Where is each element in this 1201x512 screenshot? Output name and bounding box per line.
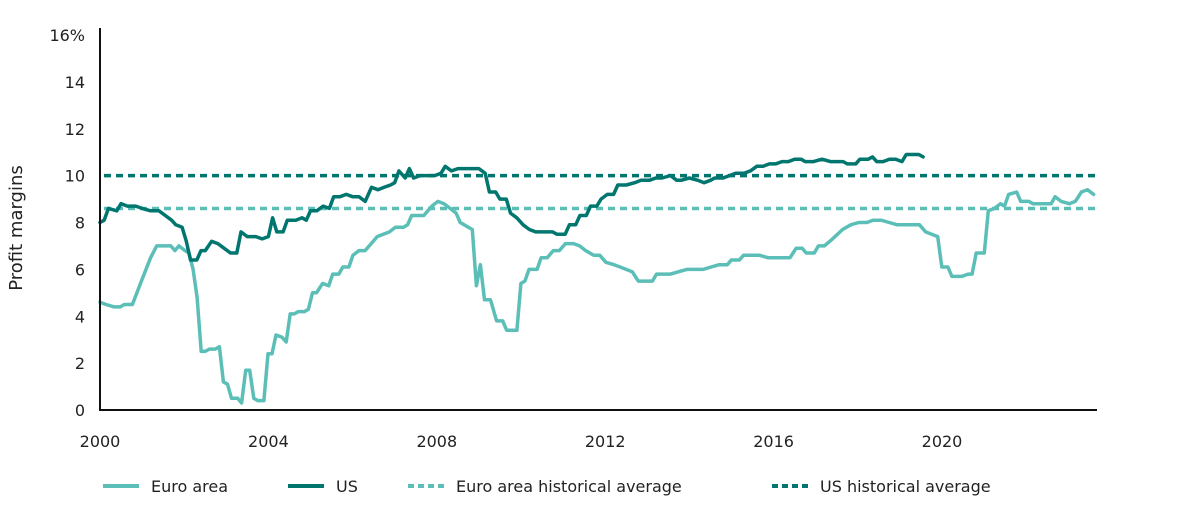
x-tick-label: 2020 xyxy=(922,432,963,451)
y-tick-label: 16% xyxy=(49,26,85,45)
legend-label: Euro area xyxy=(151,477,228,496)
legend-label: US historical average xyxy=(820,477,991,496)
x-tick-label: 2000 xyxy=(80,432,121,451)
x-tick-label: 2004 xyxy=(248,432,289,451)
legend-label: US xyxy=(336,477,358,496)
y-tick-label: 14 xyxy=(65,73,85,92)
series-lines xyxy=(98,152,1096,405)
x-tick-label: 2016 xyxy=(753,432,794,451)
y-tick-label: 4 xyxy=(75,307,85,326)
euro-area-series-line xyxy=(98,187,1096,405)
legend-label: Euro area historical average xyxy=(456,477,682,496)
y-tick-label: 0 xyxy=(75,401,85,420)
y-tick-label: 8 xyxy=(75,214,85,233)
y-tick-label: 12 xyxy=(65,120,85,139)
us-series-line xyxy=(98,152,925,262)
legend: Euro area US Euro area historical average U… xyxy=(103,477,991,496)
reference-lines xyxy=(104,173,1096,211)
y-axis-title: Profit margins xyxy=(6,165,27,291)
x-tick-label: 2008 xyxy=(416,432,457,451)
y-tick-label: 10 xyxy=(65,167,85,186)
y-tick-label: 2 xyxy=(75,354,85,373)
x-tick-labels: 2000 2004 2008 2012 2016 2020 xyxy=(80,432,963,451)
x-tick-label: 2012 xyxy=(585,432,626,451)
y-tick-labels: 0 2 4 6 8 10 12 14 16% xyxy=(49,26,85,420)
plot-area xyxy=(98,152,1096,405)
y-tick-label: 6 xyxy=(75,260,85,279)
